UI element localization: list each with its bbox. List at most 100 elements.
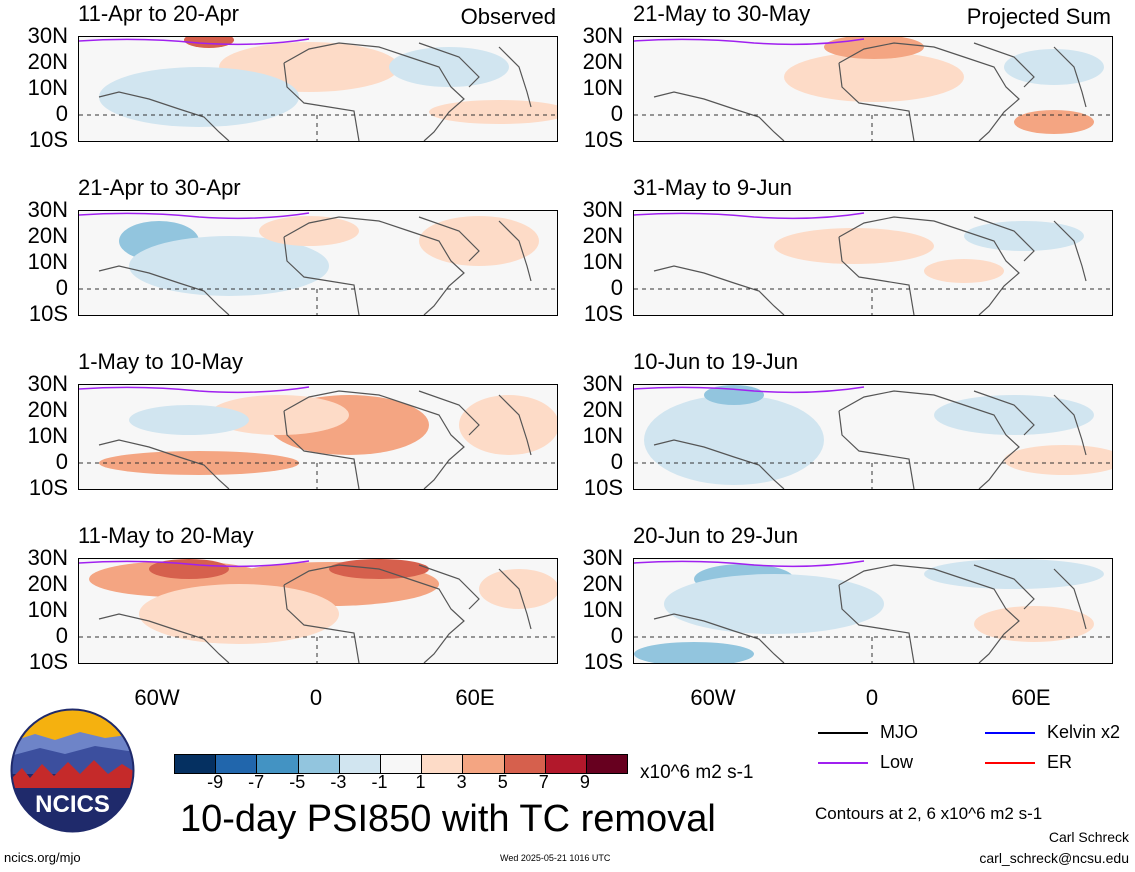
lat-label: 0: [55, 101, 68, 126]
main-title: 10-day PSI850 with TC removal: [180, 798, 716, 840]
anomaly-shading: [974, 606, 1094, 642]
coastline: [973, 216, 1087, 282]
coastline: [973, 390, 1087, 456]
map-panel: 1-May to 10-May 30N 20N 10N 0 10S: [0, 348, 558, 518]
legend-kelvin: Kelvin x2: [985, 722, 1120, 743]
panel-title: 11-Apr to 20-Apr: [78, 1, 240, 26]
anomaly-shading: [664, 574, 884, 634]
lat-label: 10S: [28, 649, 68, 674]
lat-label: 0: [55, 449, 68, 474]
lat-label: 10S: [583, 127, 623, 152]
colorbar: [174, 754, 628, 774]
coastline: [418, 390, 532, 456]
map-panel: 10-Jun to 19-Jun 30N 20N 10N 0 10S: [555, 348, 1113, 518]
coastline: [98, 439, 230, 489]
coastline: [653, 613, 785, 663]
anomaly-shading: [129, 405, 249, 435]
map-canvas: [78, 210, 558, 316]
map-panel: 11-May to 20-May 30N 20N 10N 0 10S: [0, 522, 558, 692]
colorbar-tick-label: -5: [289, 772, 306, 792]
lat-label: 10N: [27, 75, 68, 100]
coastline: [418, 216, 532, 282]
logo-text: NCICS: [35, 791, 110, 818]
timestamp: Wed 2025-05-21 1016 UTC: [500, 853, 611, 863]
lat-label: 20N: [582, 49, 623, 74]
low-contour: [79, 560, 310, 568]
map-canvas: [633, 558, 1113, 664]
colorbar-swatch: [463, 755, 505, 773]
anomaly-shading: [824, 37, 924, 59]
lon-label-60w: 60W: [134, 685, 180, 710]
colorbar-tick-label: 7: [538, 772, 549, 792]
anomaly-shading: [149, 559, 229, 579]
lon-label-0: 0: [309, 685, 323, 710]
legend-er-label: ER: [1047, 752, 1073, 772]
author: Carl Schreck: [1048, 829, 1129, 845]
lat-label: 10S: [28, 127, 68, 152]
lat-label: 30N: [582, 197, 623, 222]
lat-label: 10S: [583, 475, 623, 500]
lat-label: 30N: [582, 371, 623, 396]
lat-label: 10N: [27, 423, 68, 448]
legend-low-label: Low: [880, 752, 914, 772]
lat-label: 10N: [582, 597, 623, 622]
lat-label: 10S: [28, 301, 68, 326]
coastline: [283, 216, 465, 315]
legend-mjo-label: MJO: [880, 722, 918, 742]
coastline: [283, 42, 465, 141]
lat-label: 30N: [27, 371, 68, 396]
anomaly-shading: [784, 52, 964, 102]
low-contour: [634, 38, 865, 46]
lat-label: 10N: [582, 249, 623, 274]
lat-label: 20N: [27, 397, 68, 422]
coastline: [653, 439, 785, 489]
coastline: [653, 265, 785, 315]
coastline: [653, 91, 785, 141]
colorbar-swatch: [380, 755, 423, 773]
lat-label: 20N: [27, 49, 68, 74]
er-line-swatch: [985, 761, 1035, 764]
anomaly-shading: [139, 584, 339, 644]
colorbar-swatch: [339, 755, 381, 773]
colorbar-tick-label: -3: [330, 772, 347, 792]
lat-label: 0: [610, 623, 623, 648]
map-canvas: [633, 36, 1113, 142]
anomaly-shading: [1014, 110, 1094, 134]
colorbar-swatch: [422, 755, 464, 773]
colorbar-tick-label: -9: [207, 772, 224, 792]
lat-label: 20N: [582, 571, 623, 596]
colorbar-tick-label: -7: [248, 772, 265, 792]
coastline: [838, 216, 1020, 315]
legend-er: ER: [985, 752, 1072, 773]
coastline: [98, 265, 230, 315]
colorbar-tick-label: 5: [497, 772, 508, 792]
lat-label: 0: [610, 101, 623, 126]
anomaly-shading: [419, 216, 539, 266]
lat-label: 10S: [583, 301, 623, 326]
low-contour: [634, 386, 865, 394]
lat-label: 20N: [582, 223, 623, 248]
colorbar-tick-label: 3: [456, 772, 467, 792]
map-canvas: [78, 384, 558, 490]
site-url[interactable]: ncics.org/mjo: [4, 850, 81, 865]
map-canvas: [633, 384, 1113, 490]
panel-title: 10-Jun to 19-Jun: [633, 349, 799, 374]
coastline: [98, 613, 230, 663]
anomaly-shading: [1004, 49, 1104, 85]
anomaly-shading: [129, 236, 329, 296]
map-panel: 20-Jun to 29-Jun 30N 20N 10N 0 10S: [555, 522, 1113, 692]
panel-title: 21-Apr to 30-Apr: [78, 175, 241, 200]
anomaly-shading: [924, 559, 1104, 589]
email: carl_schreck@ncsu.edu: [979, 850, 1129, 866]
colorbar-swatch: [216, 755, 258, 773]
map-canvas: [78, 558, 558, 664]
lat-label: 30N: [27, 545, 68, 570]
coastline: [838, 390, 1020, 489]
anomaly-shading: [934, 395, 1094, 435]
anomaly-shading: [459, 395, 557, 455]
lat-label: 0: [55, 623, 68, 648]
anomaly-shading: [964, 221, 1084, 251]
colorbar-swatch: [257, 755, 299, 773]
anomaly-shading: [259, 216, 359, 246]
lat-label: 0: [55, 275, 68, 300]
